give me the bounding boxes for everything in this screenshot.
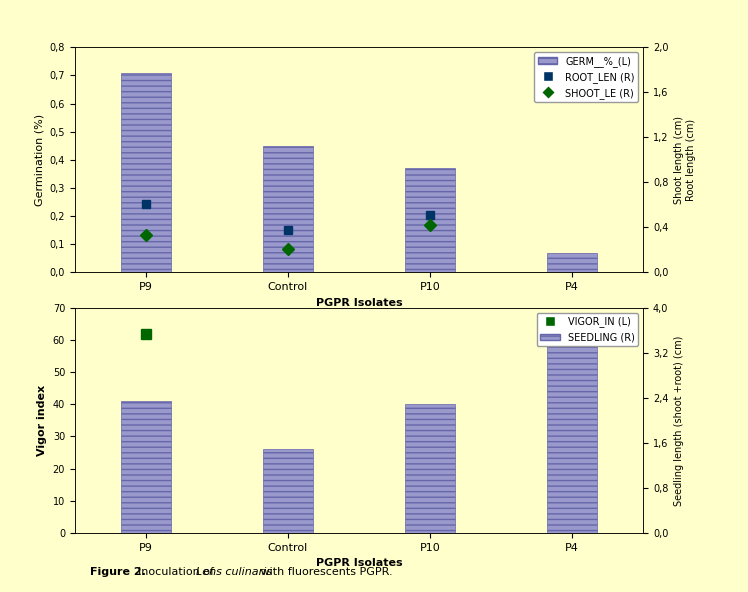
Bar — [121, 73, 171, 272]
Y-axis label: Germination (%): Germination (%) — [34, 114, 44, 206]
Text: Inoculation of: Inoculation of — [138, 567, 218, 577]
Y-axis label: Vigor index: Vigor index — [37, 385, 47, 456]
X-axis label: PGPR Isolates: PGPR Isolates — [316, 298, 402, 308]
Legend: GERM__%_(L), ROOT_LEN (R), SHOOT_LE (R): GERM__%_(L), ROOT_LEN (R), SHOOT_LE (R) — [534, 52, 639, 102]
Y-axis label: Shoot length (cm)
Root length (cm): Shoot length (cm) Root length (cm) — [674, 116, 696, 204]
Text: Lens culinaris: Lens culinaris — [196, 567, 272, 577]
Bar — [405, 404, 455, 533]
Bar — [548, 253, 597, 272]
Bar — [121, 401, 171, 533]
Text: Figure 2.: Figure 2. — [90, 567, 150, 577]
Y-axis label: Seedling length (shoot +root) (cm): Seedling length (shoot +root) (cm) — [674, 335, 684, 506]
Text: with fluorescents PGPR.: with fluorescents PGPR. — [257, 567, 393, 577]
Bar — [405, 168, 455, 272]
X-axis label: PGPR Isolates: PGPR Isolates — [316, 558, 402, 568]
Legend: VIGOR_IN (L), SEEDLING (R): VIGOR_IN (L), SEEDLING (R) — [536, 313, 639, 346]
Bar — [263, 449, 313, 533]
Bar — [548, 324, 597, 533]
Bar — [263, 146, 313, 272]
